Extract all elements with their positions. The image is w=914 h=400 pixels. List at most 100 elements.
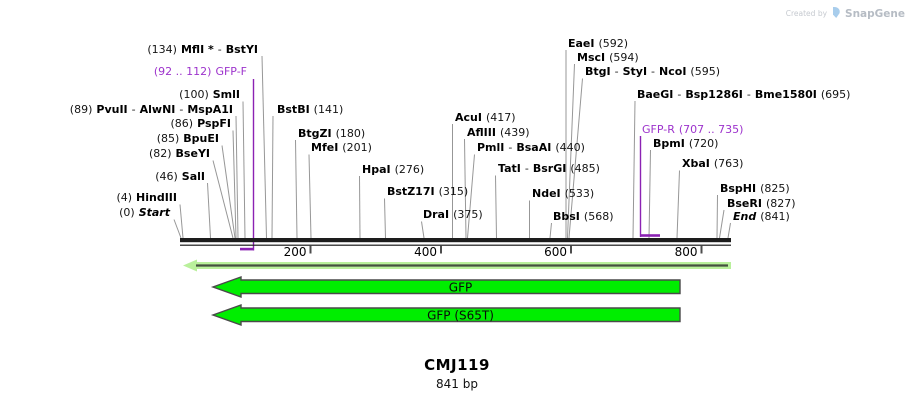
label-segment: PspFI xyxy=(197,117,231,130)
primer-bar-gfp-f[interactable] xyxy=(240,247,254,251)
label-segment: End xyxy=(733,209,757,223)
site-label-xbai[interactable]: XbaI (763) xyxy=(682,157,743,170)
site-label-pspfi[interactable]: (86) PspFI xyxy=(171,117,232,130)
label-segment: (46) xyxy=(155,169,178,183)
label-segment: (0) xyxy=(119,206,135,219)
label-segment: BbsI xyxy=(553,209,580,223)
watermark-created-by: Created by xyxy=(785,9,828,18)
label-segment: (594) xyxy=(609,50,639,64)
label-segment: AlwNI xyxy=(139,102,176,116)
connector-line xyxy=(359,175,361,239)
site-label-bbsi[interactable]: BbsI (568) xyxy=(553,210,614,223)
label-segment: MflI * xyxy=(180,43,214,56)
site-label-mfli-bstyi[interactable]: (134) MflI * - BstYI xyxy=(147,43,258,56)
site-label-pmli-bsaai[interactable]: PmlI - BsaAI (440) xyxy=(477,141,585,154)
label-segment: AcuI xyxy=(455,110,482,124)
site-label-bsphi[interactable]: BspHI (825) xyxy=(720,182,790,195)
site-label-btgi-styi-ncoi[interactable]: BtgI - StyI - NcoI (595) xyxy=(585,65,720,78)
site-label-bstz17i[interactable]: BstZ17I (315) xyxy=(387,185,468,198)
label-segment: - xyxy=(614,65,619,78)
label-segment: (134) xyxy=(147,43,177,56)
label-segment: (695) xyxy=(820,87,851,101)
site-label-end[interactable]: End (841) xyxy=(733,210,790,223)
site-label-hindiii[interactable]: (4) HindIII xyxy=(116,191,177,204)
site-label-mfei[interactable]: MfeI (201) xyxy=(311,141,372,154)
site-label-bseri[interactable]: BseRI (827) xyxy=(727,197,796,210)
label-segment: (595) xyxy=(690,65,721,78)
site-label-btgzi[interactable]: BtgZI (180) xyxy=(298,127,365,140)
primer-bar-gfp-r[interactable] xyxy=(640,234,661,237)
label-segment: BstZ17I xyxy=(387,185,435,198)
label-segment: HindIII xyxy=(136,191,177,204)
label-segment: - xyxy=(524,162,529,175)
label-segment: (763) xyxy=(713,157,744,170)
site-label-bstbi[interactable]: BstBI (141) xyxy=(277,103,343,116)
label-segment: - xyxy=(746,87,751,101)
label-segment: StyI xyxy=(622,65,648,78)
label-segment: (841) xyxy=(760,209,790,223)
site-label-baegi-bsp1286i-bme1580i[interactable]: BaeGI - Bsp1286I - Bme1580I (695) xyxy=(637,88,850,101)
site-label-bpmi[interactable]: BpmI (720) xyxy=(653,137,718,150)
label-segment: BpmI xyxy=(653,136,685,150)
watermark: Created by SnapGene xyxy=(786,4,905,23)
connector-line xyxy=(232,130,237,239)
ruler-tick-label: 400 xyxy=(414,245,437,259)
connector-line xyxy=(207,182,211,239)
label-segment: (85) xyxy=(156,132,180,145)
construct-size: 841 bp xyxy=(436,377,478,391)
connector-line xyxy=(632,100,636,239)
primer-label-gfp-f[interactable]: (92 .. 112) GFP-F xyxy=(154,65,247,78)
connector-line xyxy=(242,101,246,239)
site-label-hpai[interactable]: HpaI (276) xyxy=(362,163,424,176)
watermark-brand: SnapGene xyxy=(845,7,905,20)
connector-line xyxy=(173,219,182,239)
label-segment: BtgI xyxy=(585,65,611,78)
connector-line xyxy=(648,149,651,239)
site-label-start[interactable]: (0) Start xyxy=(119,206,170,219)
title-block: CMJ119 841 bp xyxy=(0,356,914,391)
ruler-tick-label: 800 xyxy=(675,245,698,259)
site-label-msci[interactable]: MscI (594) xyxy=(577,51,639,64)
label-segment: (141) xyxy=(313,102,344,116)
site-label-smli[interactable]: (100) SmlI xyxy=(179,88,240,101)
site-label-sali[interactable]: (46) SalI xyxy=(155,170,205,183)
label-segment: (825) xyxy=(760,181,790,195)
connector-line xyxy=(308,154,312,239)
connector-line xyxy=(261,55,267,239)
snapgene-logo-icon xyxy=(831,4,841,23)
site-label-afliii[interactable]: AflIII (439) xyxy=(467,126,530,139)
primer-label-gfp-r[interactable]: GFP-R (707 .. 735) xyxy=(642,123,743,136)
label-segment: PvuII xyxy=(96,102,128,116)
label-segment: (827) xyxy=(765,196,796,210)
site-label-bseyi[interactable]: (82) BseYI xyxy=(149,147,210,160)
site-label-acui[interactable]: AcuI (417) xyxy=(455,111,516,124)
label-segment: MspA1I xyxy=(187,102,233,116)
connector-line xyxy=(421,221,425,239)
site-label-ndei[interactable]: NdeI (533) xyxy=(532,187,594,200)
site-label-bpuei[interactable]: (85) BpuEI xyxy=(157,132,219,145)
label-segment: XbaI xyxy=(682,157,710,170)
ruler-tick-label: 600 xyxy=(544,245,567,259)
label-segment: GFP-R xyxy=(642,122,675,136)
ruler-tick xyxy=(700,245,703,254)
site-label-tati-bsrgi[interactable]: TatI - BsrGI (485) xyxy=(498,162,600,175)
label-segment: (707 .. 735) xyxy=(678,122,744,136)
site-label-pvuii-alwni-mspa1i[interactable]: (89) PvuII - AlwNI - MspA1I xyxy=(70,103,233,116)
label-segment: - xyxy=(651,65,656,78)
label-segment: NdeI xyxy=(532,187,561,200)
label-segment: Bsp1286I xyxy=(685,87,743,101)
label-segment: GFP-F xyxy=(215,64,247,78)
ruler-tick xyxy=(309,245,312,254)
feature-arrow-gfp-s65t[interactable] xyxy=(210,304,681,326)
feature-arrow-gfp[interactable] xyxy=(210,276,681,298)
label-segment: (201) xyxy=(342,141,372,154)
label-segment: DraI xyxy=(423,208,450,221)
site-label-drai[interactable]: DraI (375) xyxy=(423,208,483,221)
label-segment: - xyxy=(508,141,513,154)
label-segment: MscI xyxy=(577,50,606,64)
label-segment: BseRI xyxy=(727,196,762,210)
site-label-eaei[interactable]: EaeI (592) xyxy=(568,37,628,50)
